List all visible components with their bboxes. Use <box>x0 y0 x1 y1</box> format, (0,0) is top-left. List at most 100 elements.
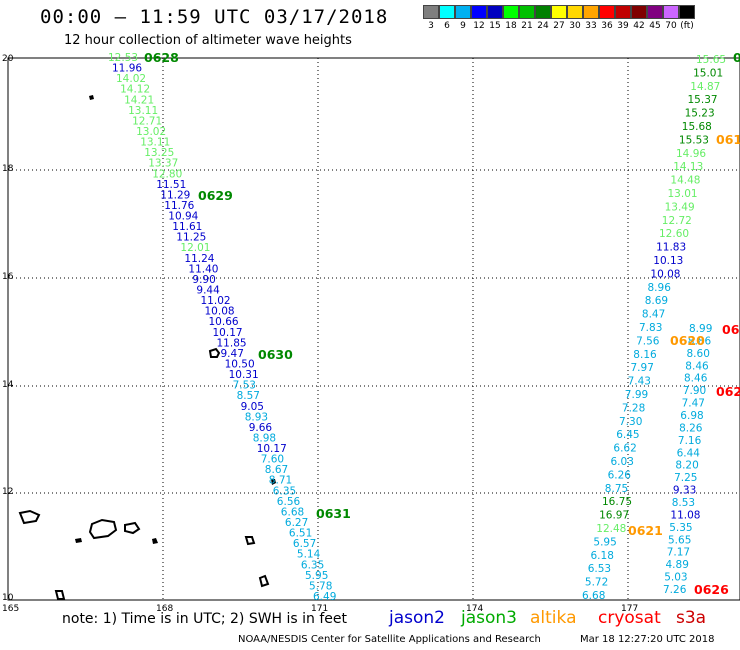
legend-swatch <box>599 5 615 19</box>
legend-label: 15 <box>489 21 501 31</box>
track-value: 5.35 <box>669 522 692 534</box>
satellite-name: s3a <box>676 608 707 628</box>
longitude-label: 168 <box>156 604 173 614</box>
latitude-label: 20 <box>2 54 14 64</box>
track-value: 14.21 <box>124 94 154 106</box>
track-value: 8.99 <box>689 323 712 335</box>
track-value: 14.96 <box>676 148 706 160</box>
track-value: 8.26 <box>679 422 703 434</box>
legend-swatch <box>423 5 439 19</box>
island <box>208 347 221 358</box>
legend-label: 36 <box>601 21 613 31</box>
track-value: 7.83 <box>639 322 662 334</box>
track-value: 9.05 <box>241 401 264 413</box>
track-value: 14.02 <box>116 73 146 85</box>
legend-swatch <box>439 5 455 19</box>
track-value: 6.18 <box>591 550 614 562</box>
track-value: 9.66 <box>249 422 273 434</box>
pass-time-label: 0629 <box>198 188 233 203</box>
legend-label: 9 <box>460 21 466 31</box>
track-value: 7.90 <box>683 385 706 397</box>
legend-swatch <box>631 5 647 19</box>
track-value: 8.71 <box>269 475 292 487</box>
track-value: 6.62 <box>613 443 636 455</box>
track-value: 8.53 <box>672 497 695 509</box>
pass-time-label: 06 <box>722 322 740 337</box>
track-value: 14.13 <box>673 161 703 173</box>
track-value: 5.14 <box>297 549 321 561</box>
credit-text: NOAA/NESDIS Center for Satellite Applica… <box>238 634 541 645</box>
track-value: 11.24 <box>184 253 214 265</box>
pass-time-label: 0631 <box>316 506 351 521</box>
legend-swatch <box>647 5 663 19</box>
timestamp-text: Mar 18 12:27:20 UTC 2018 <box>580 634 715 645</box>
track-value: 11.61 <box>172 221 202 233</box>
track-value: 10.31 <box>229 369 259 381</box>
axis-labels: 165 168 171 174 177 20 18 16 14 12 10 <box>2 54 638 614</box>
track-value: 8.60 <box>687 348 710 360</box>
legend-swatch <box>519 5 535 19</box>
track-value: 8.46 <box>685 360 709 372</box>
track-value: 10.50 <box>225 359 255 371</box>
legend-label: 18 <box>505 21 517 31</box>
track-value: 11.29 <box>160 189 190 201</box>
track-value: 5.03 <box>664 572 687 584</box>
legend-swatch <box>663 5 679 19</box>
island <box>18 509 41 525</box>
legend-swatches <box>423 5 695 19</box>
track-value: 6.56 <box>277 496 301 508</box>
track-value: 7.17 <box>667 547 690 559</box>
track-value: 6.27 <box>285 517 308 529</box>
track-value: 6.35 <box>301 559 324 571</box>
track-value: 4.89 <box>666 559 689 571</box>
legend-label: 42 <box>633 21 645 31</box>
track-value: 7.99 <box>625 389 648 401</box>
track-value: 13.37 <box>148 158 178 170</box>
footer-note: note: 1) Time is in UTC; 2) SWH is in fe… <box>62 611 348 627</box>
legend-swatch <box>615 5 631 19</box>
island <box>271 479 276 485</box>
track-value: 15.01 <box>693 67 723 79</box>
track-value: 11.76 <box>164 200 194 212</box>
track-value: 13.25 <box>144 147 174 159</box>
track-value: 6.98 <box>680 410 703 422</box>
longitude-label: 171 <box>311 604 328 614</box>
legend-label: 6 <box>444 21 450 31</box>
track-value: 5.72 <box>585 577 608 589</box>
track-value: 7.97 <box>631 362 654 374</box>
longitude-label: 165 <box>2 604 19 614</box>
track-value: 14.48 <box>670 175 700 187</box>
track-value: 11.02 <box>201 295 231 307</box>
legend-label: 33 <box>585 21 597 31</box>
track-value: 5.95 <box>593 536 616 548</box>
track-value: 10.13 <box>653 255 683 267</box>
track-value: 15.37 <box>688 94 718 106</box>
island <box>54 590 66 600</box>
wave-height-values: 12.5311.9614.0214.1214.2113.1112.7113.02… <box>108 52 726 603</box>
pass-time-label: 062 <box>716 384 740 399</box>
track-value: 13.11 <box>140 137 170 149</box>
track-value: 8.47 <box>642 309 665 321</box>
track-value: 5.78 <box>309 580 332 592</box>
legend-label: 70 <box>665 21 677 31</box>
track-value: 14.87 <box>690 81 720 93</box>
map-frame <box>7 57 740 601</box>
track-value: 6.68 <box>281 507 304 519</box>
track-value: 7.53 <box>233 380 256 392</box>
track-value: 12.60 <box>659 228 689 240</box>
satellite-name: cryosat <box>598 608 661 628</box>
track-value: 7.26 <box>663 584 687 596</box>
legend-label: (ft) <box>680 21 694 31</box>
track-value: 6.49 <box>313 591 336 603</box>
track-value: 11.85 <box>217 337 247 349</box>
island <box>258 574 270 588</box>
track-value: 15.68 <box>682 121 712 133</box>
longitude-label: 174 <box>466 604 483 614</box>
track-value: 8.46 <box>684 373 708 385</box>
pass-time-labels: 0628 0629 0630 0631 061 0620 0621 06 062 0626 0 <box>144 50 740 597</box>
track-value: 6.45 <box>616 429 639 441</box>
track-value: 6.51 <box>289 528 312 540</box>
pass-time-label: 0620 <box>670 333 705 348</box>
islands <box>18 95 276 600</box>
track-value: 7.25 <box>674 472 697 484</box>
